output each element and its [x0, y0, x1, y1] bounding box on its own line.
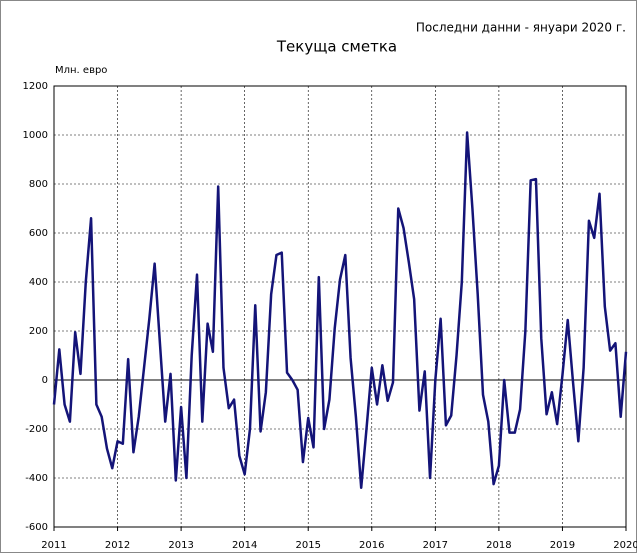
y-tick-label: -600 — [25, 522, 48, 533]
y-tick-label: 0 — [42, 375, 48, 386]
x-tick-label: 2019 — [550, 540, 575, 551]
y-tick-label: 200 — [29, 326, 48, 337]
x-tick-label: 2015 — [295, 540, 320, 551]
annotation: Последни данни - януари 2020 г. — [416, 21, 626, 35]
y-tick-label: -400 — [25, 473, 48, 484]
y-tick-label: 600 — [29, 228, 48, 239]
x-tick-label: 2017 — [423, 540, 448, 551]
y-tick-label: 1000 — [23, 130, 48, 141]
chart-title: Текуща сметка — [276, 38, 397, 56]
x-tick-label: 2011 — [41, 540, 66, 551]
x-tick-label: 2020 — [613, 540, 637, 551]
y-tick-label: 1200 — [23, 81, 48, 92]
x-tick-label: 2014 — [232, 540, 257, 551]
x-tick-label: 2012 — [105, 540, 130, 551]
plot-area — [53, 85, 627, 528]
y-tick-label: 800 — [29, 179, 48, 190]
x-tick-label: 2013 — [168, 540, 193, 551]
x-tick-label: 2016 — [359, 540, 384, 551]
y-tick-label: -200 — [25, 424, 48, 435]
y-axis-label: Млн. евро — [55, 65, 107, 76]
series-line — [52, 131, 628, 490]
y-tick-label: 400 — [29, 277, 48, 288]
x-tick-label: 2018 — [486, 540, 511, 551]
